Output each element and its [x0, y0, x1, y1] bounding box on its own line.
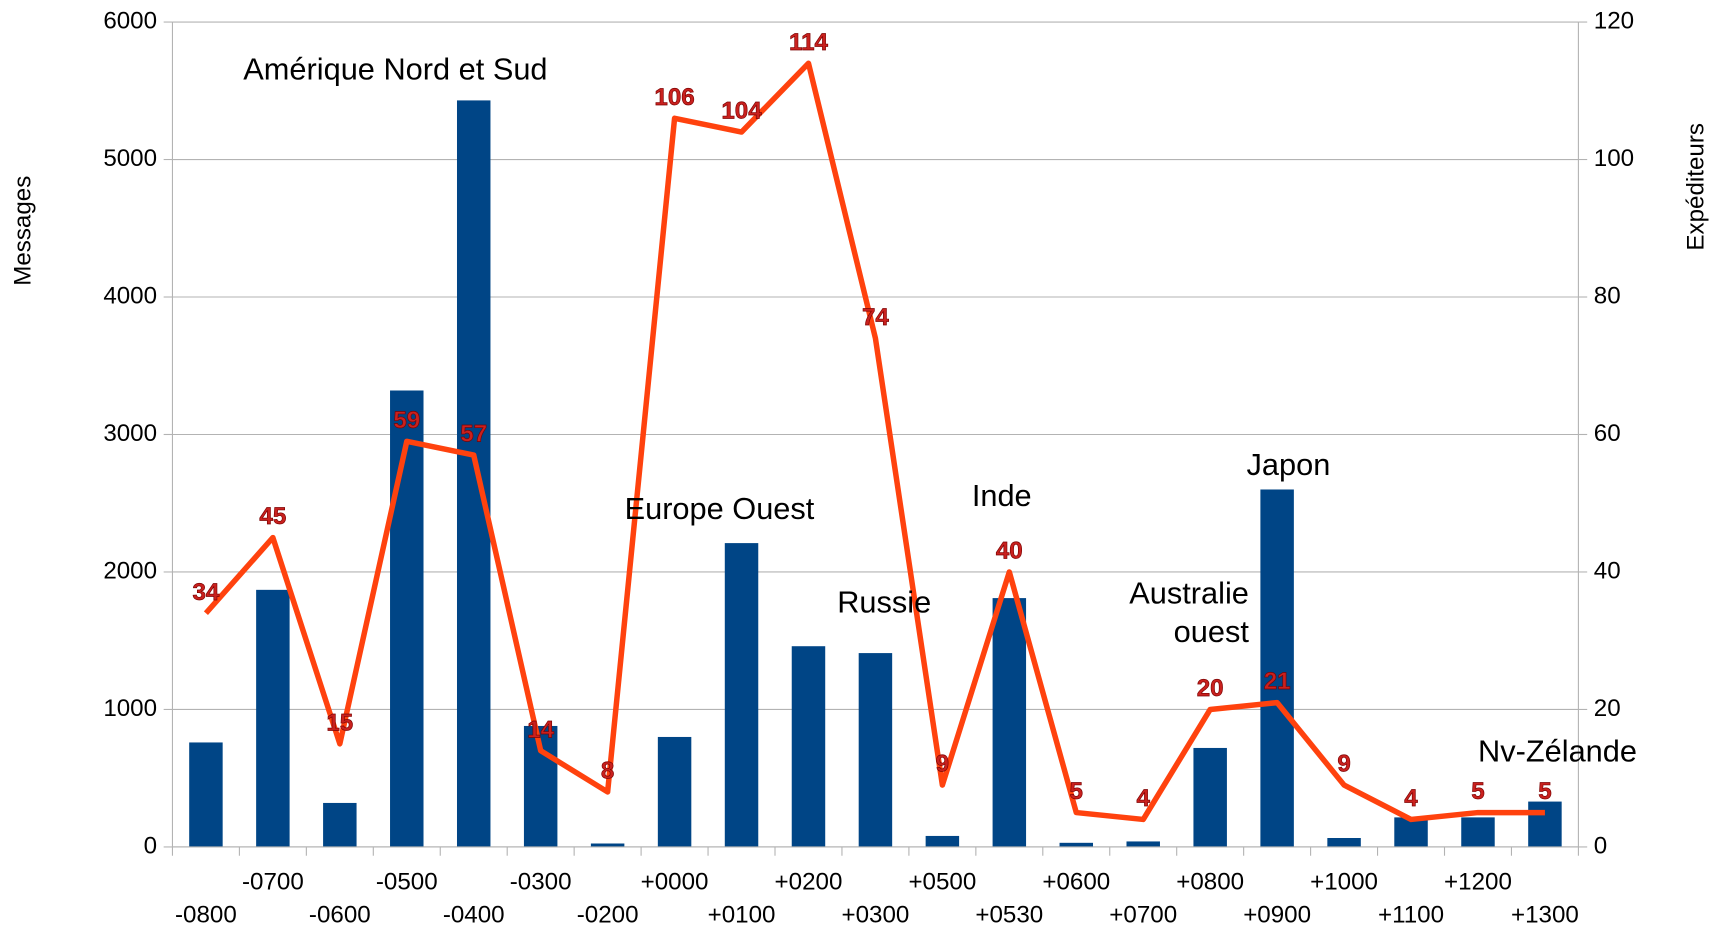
- bar: [1327, 838, 1361, 847]
- annotation: Australie: [1129, 576, 1249, 611]
- value-label: 59: [393, 407, 420, 434]
- x-tick-label: +0200: [775, 869, 843, 896]
- bar: [390, 390, 424, 847]
- y2-axis-title: Expéditeurs: [1682, 123, 1709, 251]
- value-label: 8: [601, 758, 614, 785]
- bar: [323, 802, 357, 847]
- y-tick-label: 1000: [103, 695, 157, 722]
- y2-tick-label: 120: [1594, 7, 1634, 34]
- value-label: 57: [460, 421, 487, 448]
- value-label: 104: [721, 98, 762, 125]
- bar: [992, 598, 1027, 847]
- y-tick-label: 0: [144, 832, 157, 859]
- y2-tick-label: 80: [1594, 282, 1621, 309]
- x-tick-label: -0700: [242, 869, 304, 896]
- bar: [456, 100, 491, 847]
- bar: [1059, 842, 1094, 847]
- annotation: Amérique Nord et Sud: [243, 52, 547, 87]
- y2-tick-label: 20: [1594, 695, 1621, 722]
- x-tick-label: -0200: [577, 902, 639, 925]
- bar: [858, 653, 893, 847]
- bar: [256, 589, 290, 847]
- value-label: 5: [1070, 778, 1083, 805]
- x-tick-label: +1000: [1310, 869, 1378, 896]
- annotation: Nv-Zélande: [1478, 734, 1637, 769]
- line: [203, 60, 1545, 823]
- value-label: 74: [862, 304, 889, 331]
- x-tick-label: -0600: [309, 902, 371, 925]
- x-tick-label: +1200: [1444, 869, 1512, 896]
- value-label: 21: [1264, 668, 1291, 695]
- bar: [791, 646, 826, 847]
- x-tick-label: +0800: [1176, 869, 1244, 896]
- bar: [1528, 801, 1562, 847]
- annotation: ouest: [1174, 614, 1250, 649]
- y-tick-label: 5000: [103, 145, 157, 172]
- bar: [590, 843, 625, 847]
- value-label: 4: [1137, 785, 1151, 812]
- value-label: 15: [326, 709, 353, 736]
- x-tick-label: +0500: [908, 869, 976, 896]
- annotation: Russie: [837, 584, 931, 619]
- value-label: 5: [1471, 778, 1484, 805]
- bar: [1461, 817, 1495, 847]
- bar: [1126, 841, 1160, 847]
- x-tick-label: -0400: [443, 902, 505, 925]
- annotation: Inde: [972, 478, 1032, 513]
- y-tick-label: 6000: [103, 7, 157, 34]
- value-label: 5: [1538, 778, 1551, 805]
- value-label: 114: [789, 29, 829, 56]
- x-tick-label: +0000: [641, 869, 709, 896]
- y2-tick-label: 0: [1594, 832, 1607, 859]
- x-tick-label: -0500: [376, 869, 438, 896]
- x-tick-label: +1100: [1378, 902, 1444, 925]
- value-label: 34: [192, 579, 219, 606]
- value-label: 20: [1197, 675, 1224, 702]
- bar: [189, 742, 223, 847]
- y2-tick-label: 100: [1594, 145, 1634, 172]
- bar: [657, 736, 692, 847]
- x-tick-label: +0100: [708, 902, 776, 925]
- y2-tick-label: 40: [1594, 557, 1621, 584]
- y-axis-title: Messages: [10, 176, 37, 286]
- bar: [925, 835, 960, 847]
- x-tick-label: -0300: [510, 869, 572, 896]
- value-label: 9: [936, 751, 949, 778]
- bar: [1394, 817, 1428, 847]
- value-label: 45: [259, 503, 286, 530]
- bar: [1193, 747, 1227, 847]
- value-label: 106: [654, 84, 694, 111]
- x-tick-label: +0600: [1042, 869, 1110, 896]
- x-tick-label: +0700: [1109, 902, 1177, 925]
- x-tick-label: -0800: [175, 902, 237, 925]
- annotation: Europe Ouest: [625, 491, 815, 526]
- y-tick-label: 3000: [103, 420, 157, 447]
- y-tick-label: 2000: [103, 557, 157, 584]
- x-tick-label: +0300: [841, 902, 909, 925]
- value-label: 40: [996, 538, 1023, 565]
- value-label: 14: [527, 716, 554, 743]
- x-tick-label: +0900: [1243, 902, 1311, 925]
- y2-tick-label: 60: [1594, 420, 1621, 447]
- x-tick-label: +0530: [975, 902, 1043, 925]
- y-tick-label: 4000: [103, 282, 157, 309]
- bar: [1260, 489, 1294, 847]
- annotation: Japon: [1247, 447, 1331, 482]
- x-tick-label: +1300: [1511, 902, 1579, 925]
- value-label: 4: [1404, 785, 1418, 812]
- value-label: 9: [1337, 751, 1350, 778]
- bar: [724, 543, 759, 847]
